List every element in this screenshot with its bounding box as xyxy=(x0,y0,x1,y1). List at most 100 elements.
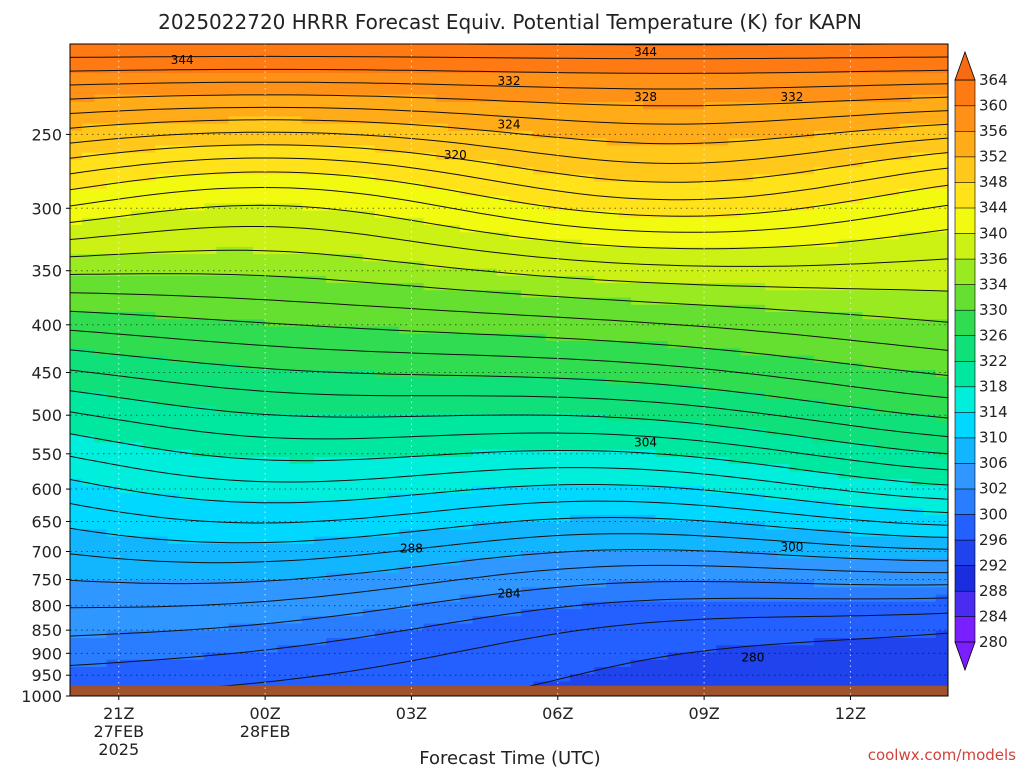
field-cell xyxy=(826,319,839,328)
field-cell xyxy=(874,254,888,262)
field-cell xyxy=(728,246,742,255)
field-cell xyxy=(313,181,327,190)
field-cell xyxy=(606,167,620,175)
field-cell xyxy=(777,413,791,422)
field-cell xyxy=(752,377,766,386)
field-cell xyxy=(191,87,205,96)
field-cell xyxy=(204,268,217,277)
field-cell xyxy=(313,348,327,357)
field-cell xyxy=(374,196,388,204)
field-cell xyxy=(789,101,803,110)
field-cell xyxy=(569,210,583,219)
field-cell xyxy=(923,51,937,60)
field-cell xyxy=(362,123,376,132)
field-cell xyxy=(326,420,339,429)
field-cell xyxy=(935,435,948,444)
field-cell xyxy=(118,116,132,125)
field-cell xyxy=(618,348,632,357)
field-cell xyxy=(155,507,169,516)
field-cell xyxy=(228,159,242,168)
field-cell xyxy=(691,174,705,183)
field-cell xyxy=(228,80,242,89)
field-cell xyxy=(399,268,413,277)
field-cell xyxy=(704,478,717,487)
field-cell xyxy=(130,413,144,422)
field-cell xyxy=(789,413,803,422)
field-cell xyxy=(826,130,839,139)
field-cell xyxy=(167,196,181,204)
field-cell xyxy=(435,500,449,509)
field-cell xyxy=(265,94,278,103)
field-cell xyxy=(850,44,864,52)
field-cell xyxy=(106,138,120,147)
field-cell xyxy=(618,254,632,262)
field-cell xyxy=(387,427,400,436)
field-cell xyxy=(362,471,376,480)
field-cell xyxy=(716,246,730,255)
field-cell xyxy=(350,456,364,465)
field-cell xyxy=(655,493,669,501)
field-cell xyxy=(423,384,437,393)
field-cell xyxy=(70,159,83,168)
field-cell xyxy=(106,246,120,255)
field-cell xyxy=(716,225,730,233)
field-cell xyxy=(301,159,315,168)
field-cell xyxy=(240,167,254,175)
field-cell xyxy=(82,159,95,168)
field-cell xyxy=(826,246,839,255)
field-cell xyxy=(618,485,632,494)
field-cell xyxy=(887,239,900,248)
field-cell xyxy=(862,370,876,378)
field-cell xyxy=(435,420,449,429)
field-cell xyxy=(752,80,766,89)
field-cell xyxy=(533,109,547,118)
field-cell xyxy=(204,239,217,248)
field-cell xyxy=(484,384,498,393)
field-cell xyxy=(252,456,266,465)
field-cell xyxy=(277,514,291,523)
field-cell xyxy=(704,341,717,349)
field-cell xyxy=(191,275,205,284)
field-cell xyxy=(155,159,169,168)
field-cell xyxy=(484,239,498,248)
field-cell xyxy=(667,181,681,190)
field-cell xyxy=(277,297,291,306)
field-cell xyxy=(411,101,425,110)
field-cell xyxy=(838,145,852,154)
field-cell xyxy=(326,232,339,241)
field-cell xyxy=(106,290,120,299)
field-cell xyxy=(277,196,291,204)
field-cell xyxy=(582,493,595,501)
field-cell xyxy=(716,529,730,538)
field-cell xyxy=(338,319,352,328)
field-cell xyxy=(777,297,791,306)
field-cell xyxy=(265,268,278,277)
field-cell xyxy=(509,304,522,313)
field-cell xyxy=(204,196,217,204)
field-cell xyxy=(533,123,547,132)
field-cell xyxy=(472,398,486,407)
field-cell xyxy=(826,442,839,451)
field-cell xyxy=(594,167,608,175)
field-cell xyxy=(338,94,352,103)
field-cell xyxy=(252,398,266,407)
field-cell xyxy=(118,384,132,393)
field-cell xyxy=(484,413,498,422)
field-cell xyxy=(752,94,766,103)
field-cell xyxy=(228,87,242,96)
field-cell xyxy=(484,232,498,241)
field-cell xyxy=(777,442,791,451)
field-cell xyxy=(740,188,754,197)
field-cell xyxy=(935,406,948,415)
field-cell xyxy=(533,355,547,364)
field-cell xyxy=(118,348,132,357)
field-cell xyxy=(265,188,278,197)
field-cell xyxy=(265,145,278,154)
field-cell xyxy=(691,44,705,52)
field-cell xyxy=(70,225,83,233)
field-cell xyxy=(143,435,156,444)
field-cell xyxy=(252,370,266,378)
field-cell xyxy=(887,362,900,371)
field-cell xyxy=(265,254,278,262)
field-cell xyxy=(179,58,193,67)
